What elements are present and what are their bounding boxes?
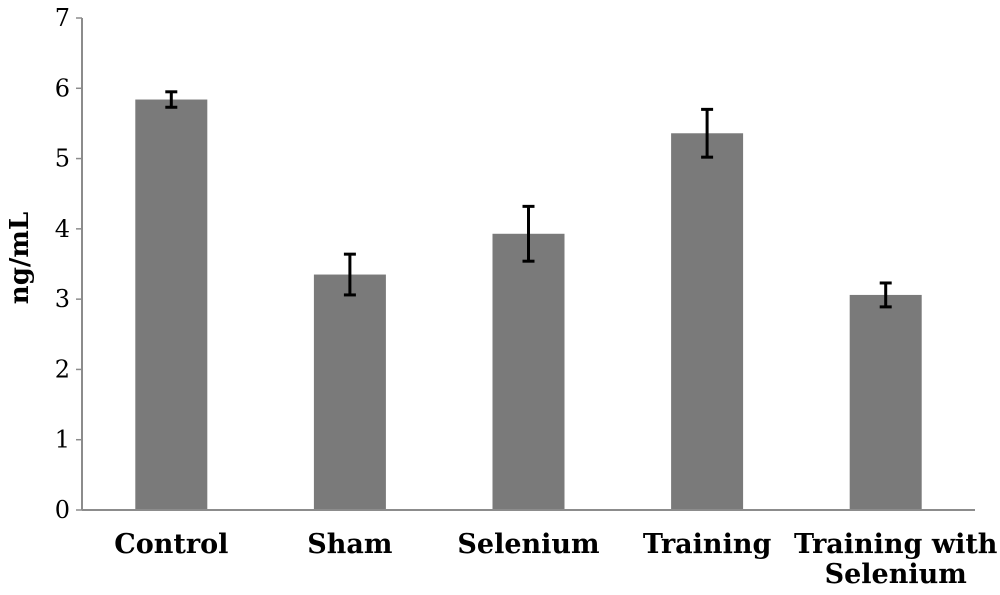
x-tick-label: Selenium xyxy=(825,559,967,590)
x-tick-label: Training xyxy=(643,529,772,560)
x-tick-label: Selenium xyxy=(457,529,599,560)
error-bar xyxy=(165,90,178,109)
y-tick-label: 2 xyxy=(55,355,70,383)
y-tick-label: 0 xyxy=(55,496,70,524)
y-tick-label: 3 xyxy=(55,285,70,313)
bars xyxy=(135,99,922,511)
error-bar xyxy=(522,204,535,263)
y-axis-ticks: 0 1 2 3 4 5 6 7 xyxy=(55,4,82,524)
y-tick-label: 1 xyxy=(55,426,70,454)
bar xyxy=(492,233,565,510)
error-bars xyxy=(165,90,892,309)
error-bar xyxy=(701,107,714,159)
y-tick-label: 5 xyxy=(55,145,70,173)
bar xyxy=(671,133,744,511)
y-tick-label: 7 xyxy=(55,4,70,32)
bar xyxy=(849,294,922,510)
y-tick-label: 4 xyxy=(55,215,70,243)
bar xyxy=(313,274,386,510)
bar xyxy=(135,99,208,510)
error-bar xyxy=(343,252,356,297)
x-axis-ticks: Control Sham Selenium Training Training with… xyxy=(114,529,998,590)
y-axis-label: ng/mL xyxy=(5,212,35,304)
x-tick-label: Training with xyxy=(794,529,998,560)
x-tick-label: Sham xyxy=(307,529,392,560)
x-tick-label: Control xyxy=(114,529,228,560)
y-tick-label: 6 xyxy=(55,74,70,102)
error-bar xyxy=(879,281,892,309)
